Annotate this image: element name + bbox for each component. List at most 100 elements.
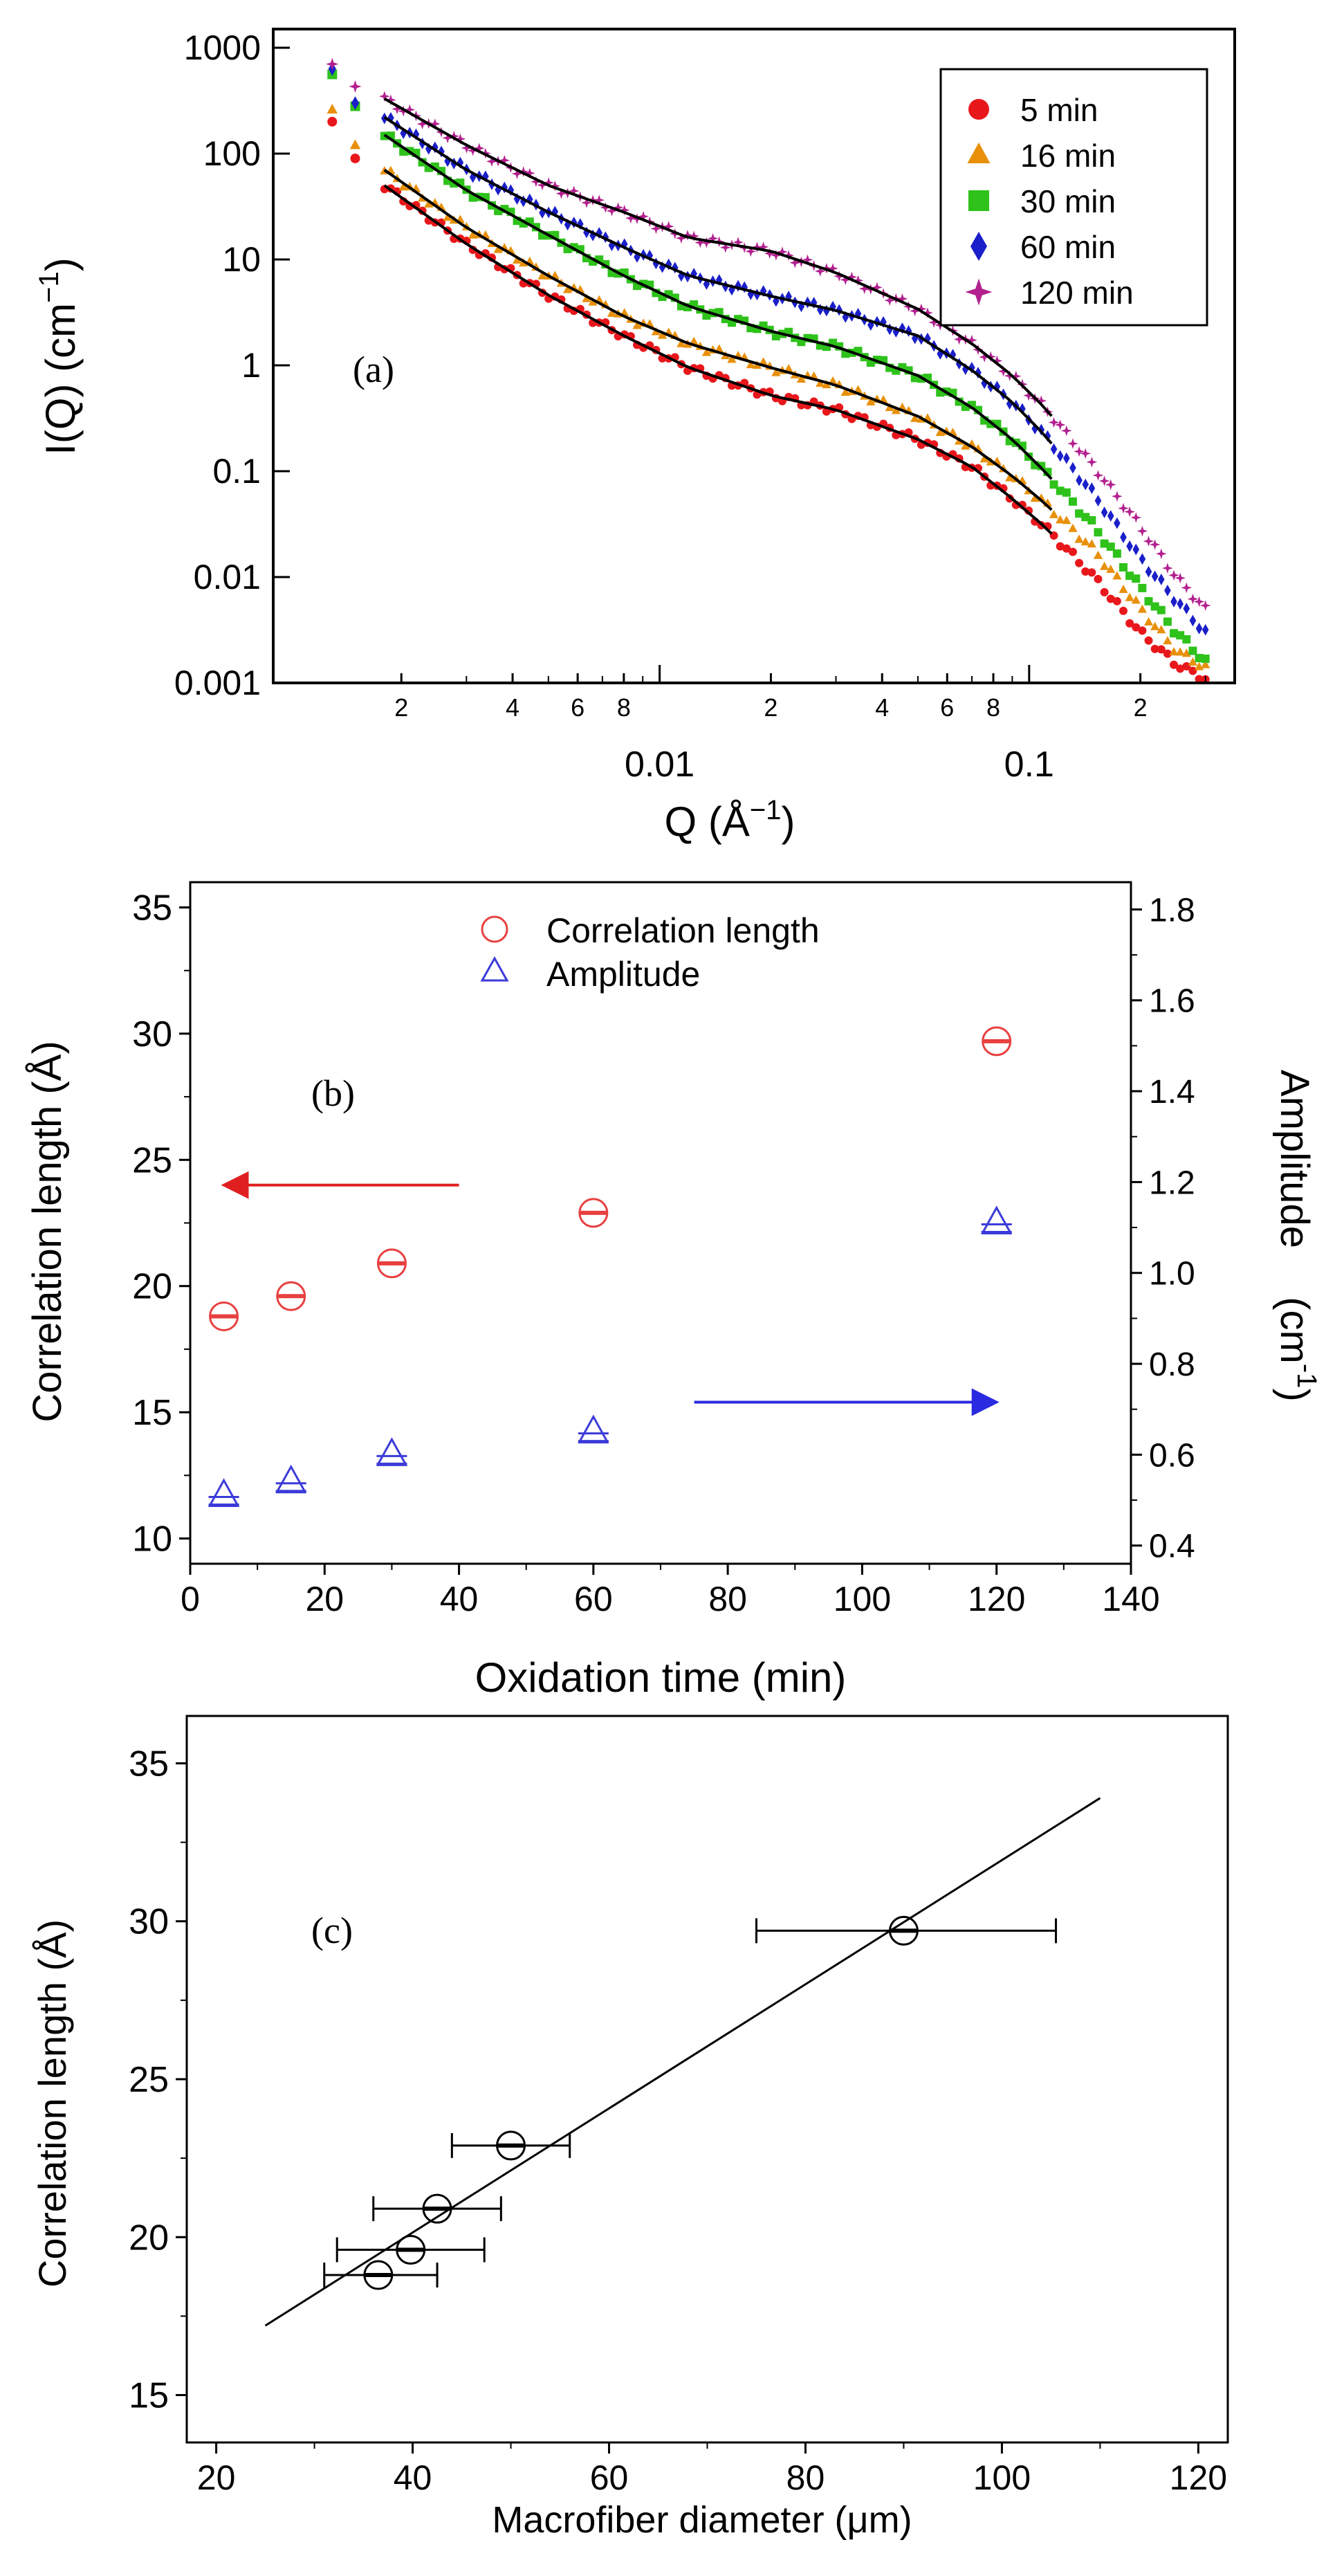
data-point	[1120, 531, 1127, 543]
y-left-tick-label: 35	[132, 888, 172, 928]
data-point	[1175, 647, 1185, 656]
data-point	[1188, 666, 1197, 675]
data-point	[979, 351, 990, 363]
legend-label: 30 min	[1020, 183, 1116, 219]
data-point	[764, 248, 775, 259]
data-point	[1188, 657, 1198, 666]
data-point	[606, 205, 618, 217]
panel-b-right-y-axis-title: Amplitude	[1272, 1070, 1317, 1248]
data-point	[694, 237, 706, 248]
x-tick-label: 140	[1102, 1580, 1159, 1618]
data-point	[816, 378, 825, 387]
data-point	[650, 223, 662, 235]
data-point	[1195, 675, 1204, 684]
panel-a-y-axis-title: I(Q) (cm−1)	[34, 257, 84, 455]
data-point	[457, 156, 464, 169]
data-point	[444, 155, 451, 167]
x-minor-tick-label: 4	[506, 693, 519, 722]
data-point	[583, 226, 590, 239]
panel-b-label: (b)	[311, 1072, 355, 1114]
data-point	[1163, 617, 1172, 626]
legend-marker-60-min	[970, 232, 987, 261]
y-tick-label: 0.01	[194, 558, 261, 596]
x-tick-label: 20	[197, 2458, 236, 2497]
data-point	[1118, 584, 1128, 593]
panel-a-legend-items: 5 min 16 min 30 min 60 min 120 min	[965, 92, 1134, 311]
y-tick-label: 100	[203, 134, 261, 173]
data-point	[1132, 543, 1140, 556]
x-tick-label: 100	[834, 1580, 891, 1618]
data-point	[1139, 553, 1146, 565]
x-tick-label: 100	[973, 2458, 1031, 2497]
data-point	[1112, 596, 1121, 605]
panel-c-plot-frame	[185, 1715, 1229, 2444]
data-point	[783, 250, 794, 261]
data-point	[789, 257, 801, 268]
data-point	[910, 413, 920, 422]
data-point	[612, 202, 624, 213]
data-point	[1157, 574, 1165, 585]
data-point	[1125, 572, 1134, 581]
data-point	[1068, 547, 1077, 556]
data-point	[1086, 457, 1098, 468]
data-point	[632, 320, 642, 329]
data-point	[846, 271, 858, 283]
data-point	[1118, 502, 1129, 514]
legend-marker-correlation-length	[481, 915, 508, 943]
data-point	[1068, 523, 1078, 532]
data-point	[385, 94, 396, 106]
data-point	[392, 103, 403, 115]
data-point	[1106, 542, 1115, 551]
y-right-tick-label: 0.4	[1149, 1528, 1195, 1565]
panel-b-x-ticks: 0 20 40 60 80 100 120 140	[181, 1564, 1160, 1618]
panel-b-axis-arrows	[221, 1171, 1000, 1416]
data-point	[802, 254, 813, 266]
data-point	[682, 230, 693, 241]
data-point	[1177, 598, 1184, 610]
data-point	[512, 255, 522, 264]
y-tick-label: 15	[129, 2376, 169, 2416]
data-point	[1150, 621, 1160, 630]
data-point	[474, 143, 485, 154]
y-left-tick-label: 15	[132, 1393, 172, 1433]
data-point	[922, 307, 933, 318]
data-point	[852, 275, 864, 286]
x-tick-label: 80	[708, 1580, 747, 1618]
legend-marker-16-min	[967, 143, 991, 163]
data-point	[1092, 470, 1104, 481]
data-point	[1035, 395, 1047, 406]
panel-c-y-ticks: 15 20 25 30 35	[129, 1744, 187, 2416]
data-point	[1011, 370, 1022, 382]
data-point	[796, 374, 806, 383]
data-point	[1069, 462, 1076, 474]
legend-label: Correlation length	[546, 911, 820, 950]
data-point	[511, 168, 523, 179]
data-point	[618, 204, 630, 216]
fit-curve-16-min	[383, 169, 1053, 511]
data-point	[1182, 635, 1191, 644]
data-point	[1105, 479, 1116, 491]
data-point	[1087, 568, 1096, 577]
legend-marker-5-min	[968, 99, 989, 120]
data-point	[1175, 572, 1186, 584]
data-point	[1144, 636, 1153, 645]
legend-label: 120 min	[1020, 275, 1134, 311]
data-point	[1100, 587, 1109, 596]
data-point	[1030, 493, 1040, 502]
x-tick-label: 40	[394, 2458, 432, 2497]
data-point	[903, 301, 914, 312]
data-point	[1157, 645, 1166, 654]
data-point	[1150, 644, 1159, 653]
data-point	[524, 167, 535, 179]
data-point	[461, 143, 472, 154]
x-major-tick-label: 0.01	[625, 745, 694, 785]
data-point	[349, 80, 362, 93]
amplitude-point	[376, 1437, 407, 1465]
data-point	[1112, 549, 1121, 558]
data-point	[1149, 539, 1161, 550]
data-point	[1023, 390, 1034, 401]
y-right-tick-label: 1.0	[1149, 1256, 1195, 1292]
y-tick-label: 0.001	[174, 664, 261, 702]
